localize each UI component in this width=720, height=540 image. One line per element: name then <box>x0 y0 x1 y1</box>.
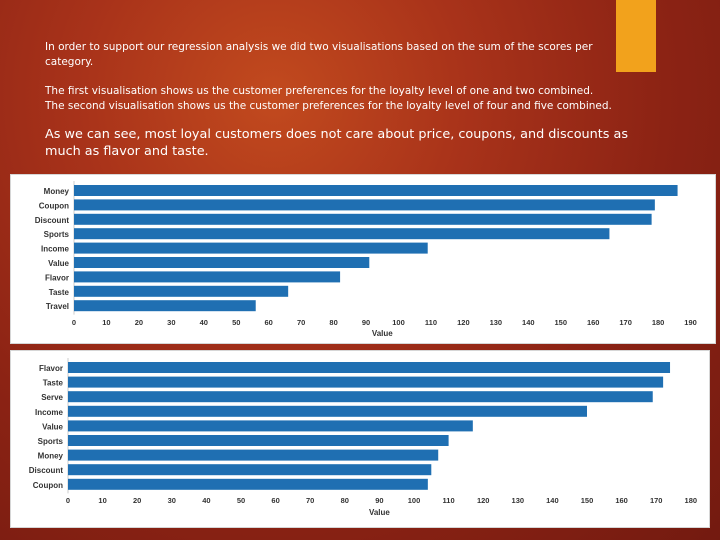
chart2-tick-label: 180 <box>685 496 698 505</box>
chart2-tick-label: 40 <box>202 496 210 505</box>
chart1-category-label: Income <box>41 245 70 254</box>
chart1-tick-label: 180 <box>652 318 665 327</box>
chart1-category-label: Coupon <box>39 201 69 210</box>
chart2-tick-label: 10 <box>98 496 106 505</box>
chart2-tick-label: 150 <box>581 496 594 505</box>
chart1-bar-value <box>74 257 370 268</box>
chart2-category-label: Income <box>35 408 64 417</box>
chart1-tick-label: 150 <box>554 318 567 327</box>
chart1-bar-travel <box>74 300 256 312</box>
chart1-tick-label: 80 <box>329 318 337 327</box>
chart1-x-axis-title: Value <box>372 329 393 338</box>
chart2-category-label: Coupon <box>33 481 63 490</box>
chart2-bar-value <box>68 420 473 432</box>
slide-text: In order to support our regression analy… <box>45 40 635 160</box>
chart1-category-label: Flavor <box>45 273 69 282</box>
chart2-bar-income <box>68 405 587 417</box>
chart1-category-label: Money <box>44 187 70 196</box>
chart2-bar-sports <box>68 435 449 446</box>
chart2-tick-label: 90 <box>375 496 383 505</box>
chart1-tick-label: 100 <box>392 318 405 327</box>
chart1-category-label: Value <box>48 259 69 268</box>
chart1-category-label: Travel <box>46 302 69 311</box>
description-paragraph: The first visualisation shows us the cus… <box>45 84 635 114</box>
chart1-bar-discount <box>74 213 652 225</box>
chart2-category-label: Money <box>38 452 64 461</box>
chart2-bar-coupon <box>68 478 428 490</box>
chart1-tick-label: 0 <box>72 318 76 327</box>
chart1-tick-label: 20 <box>135 318 143 327</box>
chart1-category-label: Taste <box>49 288 70 297</box>
chart1-tick-label: 30 <box>167 318 175 327</box>
chart2-bar-flavor <box>68 362 671 373</box>
description-line-1: The first visualisation shows us the cus… <box>45 85 594 97</box>
intro-text: In order to support our regression analy… <box>45 41 593 68</box>
chart1-tick-label: 110 <box>425 318 437 327</box>
chart2-tick-label: 110 <box>443 496 455 505</box>
chart1-tick-label: 70 <box>297 318 305 327</box>
chart2-x-axis-title: Value <box>369 508 390 517</box>
intro-paragraph: In order to support our regression analy… <box>45 40 635 70</box>
chart2-tick-label: 30 <box>168 496 176 505</box>
chart1-bar-coupon <box>74 199 655 211</box>
chart1-tick-label: 190 <box>684 318 697 327</box>
description-line-2: The second visualisation shows us the cu… <box>45 100 612 112</box>
chart1-bar-money <box>74 185 678 196</box>
chart2-category-label: Sports <box>38 437 64 446</box>
chart2-tick-label: 100 <box>408 496 421 505</box>
chart1-tick-label: 130 <box>490 318 503 327</box>
chart1-tick-label: 140 <box>522 318 535 327</box>
chart1-tick-label: 90 <box>362 318 370 327</box>
chart2-tick-label: 20 <box>133 496 141 505</box>
chart2-category-label: Flavor <box>39 364 63 373</box>
chart-loyalty-1-2-svg: Money Coupon Discount Sports Income Value Flav… <box>35 181 697 338</box>
chart2-tick-label: 140 <box>546 496 559 505</box>
chart2-tick-label: 60 <box>271 496 279 505</box>
chart2-bar-taste <box>68 376 664 388</box>
chart1-tick-label: 170 <box>619 318 632 327</box>
conclusion-text: As we can see, most loyal customers does… <box>45 127 629 159</box>
chart1-category-label: Sports <box>44 230 70 239</box>
chart2-tick-label: 70 <box>306 496 314 505</box>
chart2-category-label: Serve <box>41 393 63 402</box>
chart1-tick-label: 60 <box>265 318 273 327</box>
chart2-tick-label: 170 <box>650 496 663 505</box>
chart2-tick-label: 0 <box>66 496 70 505</box>
chart1-tick-label: 50 <box>232 318 240 327</box>
chart2-tick-label: 120 <box>477 496 490 505</box>
chart-loyalty-1-2: Money Coupon Discount Sports Income Value Flav… <box>10 174 716 344</box>
chart1-bar-sports <box>74 228 610 240</box>
chart2-category-label: Taste <box>43 379 64 388</box>
chart2-tick-label: 50 <box>237 496 245 505</box>
chart2-category-label: Discount <box>29 466 64 475</box>
chart1-tick-label: 10 <box>102 318 110 327</box>
chart1-tick-label: 160 <box>587 318 600 327</box>
chart1-category-label: Discount <box>35 216 70 225</box>
chart1-bar-income <box>74 242 428 254</box>
chart2-bar-serve <box>68 391 653 403</box>
chart2-bar-discount <box>68 464 432 476</box>
chart-loyalty-4-5-svg: Flavor Taste Serve Income Value Sports Money Di… <box>29 358 698 517</box>
accent-bar <box>616 0 656 72</box>
chart2-tick-label: 80 <box>341 496 349 505</box>
chart2-tick-label: 160 <box>615 496 628 505</box>
chart2-category-label: Value <box>42 422 63 431</box>
chart2-bar-money <box>68 449 439 461</box>
chart1-tick-label: 40 <box>200 318 208 327</box>
chart2-tick-label: 130 <box>512 496 525 505</box>
chart-loyalty-4-5: Flavor Taste Serve Income Value Sports Money Di… <box>10 350 710 528</box>
chart1-tick-label: 120 <box>457 318 470 327</box>
chart1-bar-taste <box>74 285 289 297</box>
chart1-bar-flavor <box>74 271 341 283</box>
